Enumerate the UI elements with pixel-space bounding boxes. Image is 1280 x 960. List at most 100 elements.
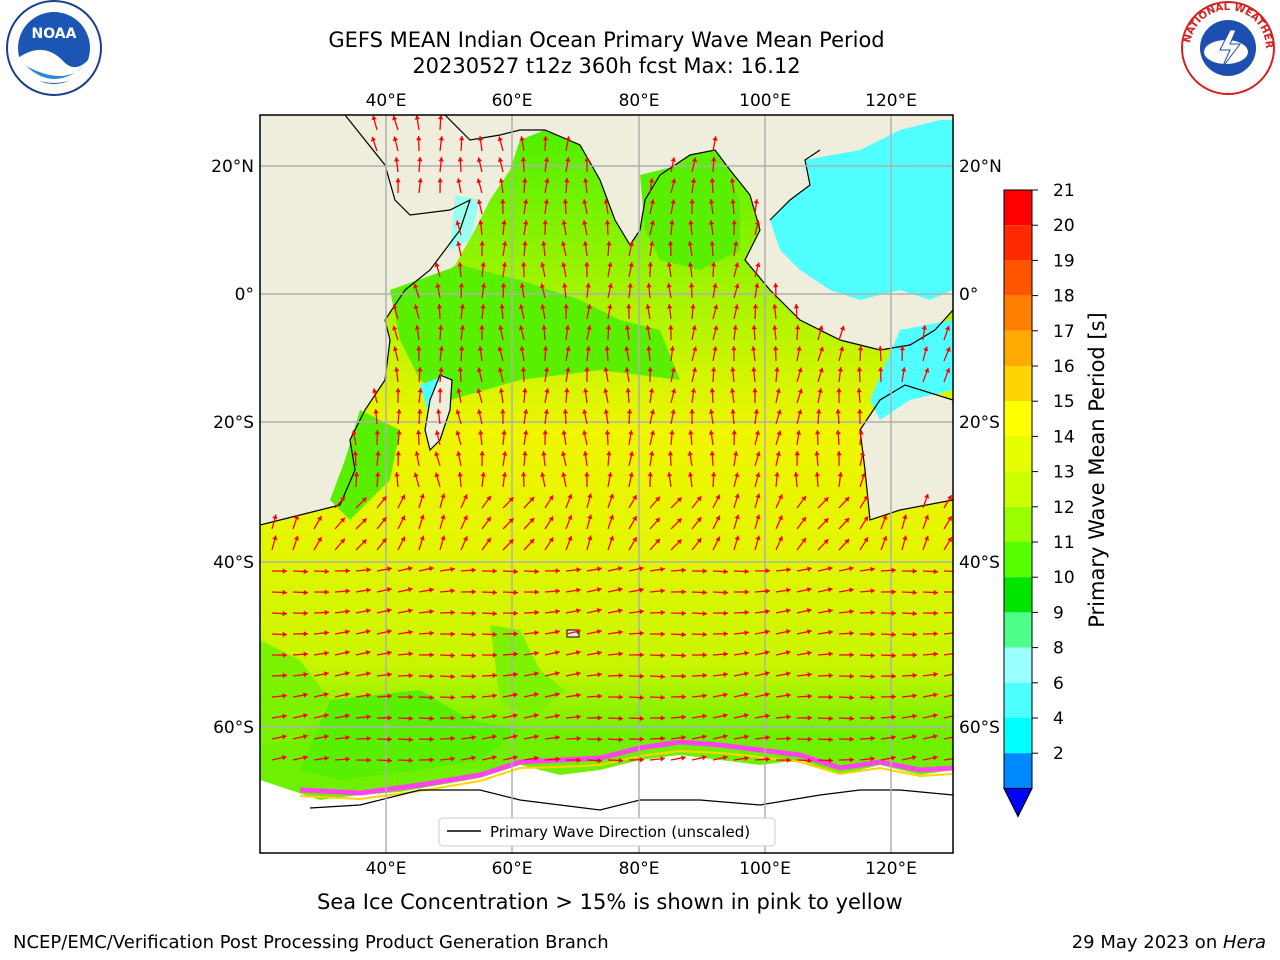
wave-arrow-head (701, 755, 707, 761)
bottom-lon-label: 60°E (492, 859, 533, 879)
wave-arrow-head (394, 367, 400, 372)
wave-arrow-head (618, 736, 623, 743)
wave-arrow-head (561, 262, 567, 267)
wave-arrow-head (751, 346, 757, 351)
wave-arrow-head (576, 587, 581, 593)
wave-arrow-head (849, 587, 854, 593)
wave-arrow-head (823, 497, 829, 503)
wave-arrow-head (534, 630, 539, 636)
wave-arrow-head (345, 713, 350, 719)
wave-arrow-head (492, 734, 497, 740)
wave-arrow-head (492, 652, 497, 658)
wave-arrow-head (534, 650, 539, 656)
wave-arrow-head (624, 367, 630, 372)
australia-coastline (859, 384, 953, 521)
wave-arrow-head (764, 650, 770, 656)
wave-arrow-head (773, 283, 779, 288)
wave-arrow-head (817, 388, 823, 393)
wave-arrow-head (438, 136, 444, 141)
wave-arrow-head (303, 692, 308, 698)
colorbar-extend-arrow (1003, 787, 1033, 818)
wave-arrow-head (282, 713, 287, 719)
wave-arrow-head (497, 346, 503, 352)
wave-arrow-head (856, 388, 862, 393)
wave-arrow-head (540, 262, 546, 267)
wave-arrow-head (891, 734, 896, 741)
wave-arrow-head (345, 692, 350, 698)
right-latitude-labels: 20°N 0° 20°S 40°S 60°S (959, 157, 1002, 738)
wave-arrow-head (617, 587, 623, 593)
wave-arrow-head (438, 157, 444, 162)
wave-arrow-head (323, 692, 329, 698)
wave-arrow-head (669, 220, 675, 225)
colorbar-segment (1004, 330, 1032, 366)
wave-arrow-head (823, 539, 829, 545)
wave-arrow-head (647, 367, 653, 372)
wave-arrow-head (722, 713, 728, 719)
wave-arrow-head (744, 630, 749, 636)
wave-arrow-head (681, 694, 686, 700)
wave-arrow-head (459, 346, 465, 351)
wave-arrow-head (597, 757, 602, 764)
wave-arrow-head (702, 568, 707, 574)
wave-arrow-head (575, 629, 581, 635)
wave-arrow-head (457, 157, 463, 162)
legend: Primary Wave Direction (unscaled) (438, 817, 776, 847)
wave-arrow-head (751, 325, 757, 330)
wave-arrow-head (702, 693, 707, 699)
wave-arrow-head (394, 472, 400, 477)
wave-arrow-head (480, 262, 486, 267)
wave-arrow-head (670, 367, 676, 372)
colorbar-segment (1004, 612, 1032, 648)
wave-arrow-head (486, 495, 491, 501)
wave-arrow-head (844, 518, 850, 523)
wave-arrow-head (954, 692, 959, 697)
wave-arrow-head (521, 262, 527, 267)
wave-arrow-head (681, 734, 686, 741)
wave-arrow-head (392, 115, 398, 121)
wave-arrow-head (702, 672, 707, 679)
wave-arrow-head (519, 346, 525, 351)
wave-arrow-head (806, 587, 812, 593)
wave-arrow-head (713, 325, 719, 331)
wave-arrow-head (419, 514, 425, 520)
wave-arrow-head (324, 650, 329, 656)
wave-arrow-head (563, 304, 569, 309)
wave-arrow-head (429, 566, 434, 572)
wave-arrow-head (459, 304, 465, 309)
wave-arrow-head (806, 608, 812, 614)
wave-arrow-head (576, 757, 581, 763)
wave-arrow-head (584, 472, 590, 477)
wave-arrow-head (849, 715, 854, 722)
africa-coastline (260, 115, 472, 526)
top-lon-label: 60°E (492, 91, 533, 111)
wave-arrow-head (807, 693, 812, 699)
wave-arrow-head (849, 609, 854, 615)
wave-arrow-head (692, 346, 698, 352)
wave-arrow-head (317, 537, 322, 542)
short-period-region (770, 120, 953, 300)
wave-arrow-head (870, 609, 875, 616)
wave-arrow-head (795, 430, 802, 435)
wave-arrow-head (607, 472, 613, 477)
wave-arrow-head (863, 516, 868, 522)
sea-ice-edge (299, 749, 953, 801)
wave-arrow-head (870, 566, 875, 572)
wave-arrow-head (688, 430, 694, 435)
antarctica (260, 755, 953, 853)
wave-arrow-head (605, 325, 612, 330)
wave-arrow-head (365, 650, 371, 656)
wave-arrow-head (648, 388, 655, 393)
wave-arrow-head (618, 757, 623, 764)
wave-arrow-head (365, 629, 371, 635)
wave-arrow-head (520, 157, 527, 162)
footer-date-text: 29 May 2023 on (1071, 932, 1223, 953)
wave-arrow-head (561, 220, 567, 225)
wave-arrow-head (755, 493, 761, 499)
wave-arrow-head (513, 755, 518, 761)
wave-arrow-head (501, 430, 507, 435)
wave-arrow (943, 758, 953, 761)
wave-arrow-head (839, 346, 845, 352)
wave-arrow-head (786, 608, 791, 614)
wave-arrow-head (734, 472, 740, 478)
